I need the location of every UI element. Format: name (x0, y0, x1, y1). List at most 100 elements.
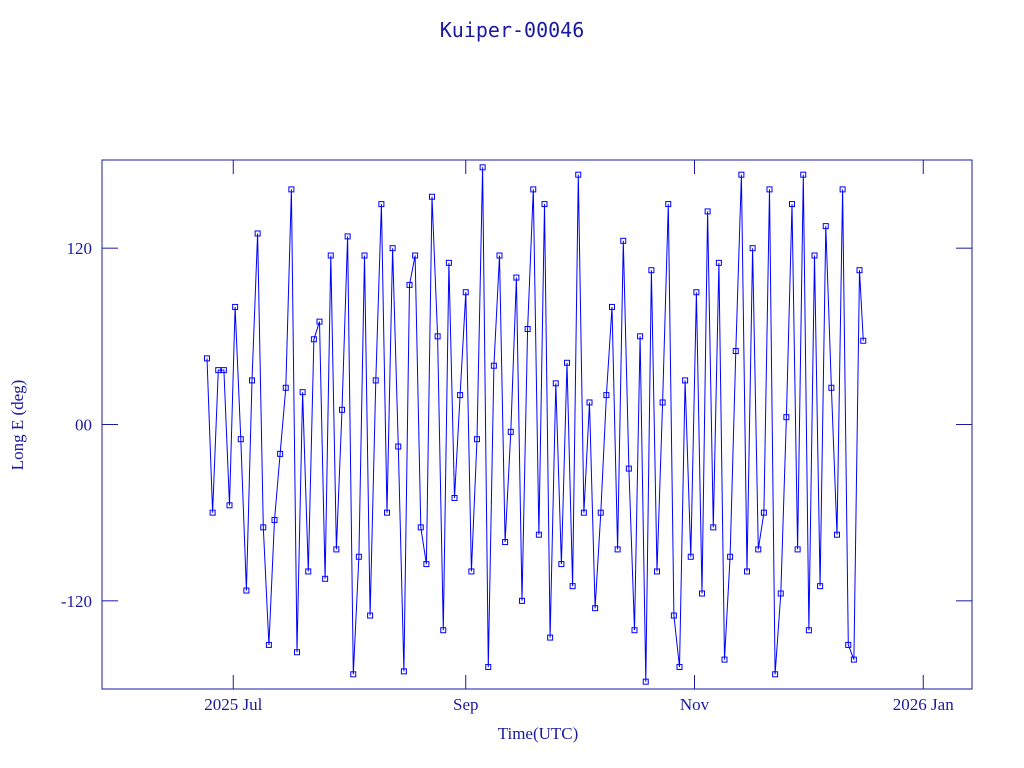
y-tick-label: -120 (61, 592, 92, 611)
data-point (789, 201, 795, 208)
data-point (305, 568, 312, 575)
data-point (547, 634, 554, 641)
data-point (243, 587, 250, 594)
data-point (288, 186, 295, 193)
data-point (693, 289, 700, 296)
data-point (860, 337, 867, 344)
data-point (586, 399, 593, 406)
data-point (783, 414, 790, 421)
x-tick-label: 2026 Jan (893, 695, 954, 714)
data-point (333, 546, 340, 553)
data-point (260, 524, 267, 531)
data-point (339, 406, 345, 413)
data-point (704, 208, 711, 215)
data-point (237, 436, 244, 443)
data-point (845, 641, 852, 648)
data-point (609, 303, 615, 310)
data-point (395, 443, 402, 450)
data-point (665, 201, 672, 208)
data-point (794, 546, 801, 553)
data-point (220, 367, 227, 374)
data-point (372, 377, 379, 384)
data-point (749, 245, 756, 252)
data-point (271, 517, 278, 524)
data-point (249, 377, 255, 384)
data-point (772, 671, 779, 678)
data-point (564, 359, 570, 366)
data-point (727, 553, 734, 560)
data-point (327, 252, 334, 259)
data-point (828, 384, 835, 391)
data-point (502, 539, 509, 546)
data-point (457, 392, 464, 399)
data-point (209, 509, 216, 516)
data-point (637, 333, 644, 340)
data-point (294, 649, 300, 656)
data-point (721, 656, 728, 663)
data-point (524, 325, 531, 332)
data-point (592, 605, 599, 612)
data-point (614, 546, 621, 553)
data-point (204, 355, 210, 362)
data-point (479, 164, 486, 171)
data-point (856, 267, 863, 274)
data-point (434, 333, 441, 340)
data-point (519, 597, 525, 604)
data-point (558, 561, 565, 568)
data-point (766, 186, 773, 193)
data-point (850, 656, 857, 663)
data-point (316, 318, 323, 325)
data-point (389, 245, 396, 252)
data-point (699, 590, 705, 597)
data-point (648, 267, 655, 274)
data-point (226, 502, 233, 509)
data-point (670, 612, 677, 619)
data-point (834, 531, 840, 538)
data-point (440, 627, 447, 634)
data-point (490, 362, 497, 369)
data-point (575, 171, 582, 178)
data-point (310, 336, 317, 343)
data-point (254, 230, 261, 237)
data-point (412, 252, 419, 259)
data-point (451, 494, 458, 501)
data-point (215, 367, 222, 374)
data-point (400, 668, 407, 675)
data-point (715, 259, 722, 266)
data-point (423, 561, 430, 568)
data-point (687, 553, 694, 560)
data-point (344, 233, 351, 240)
data-point (429, 193, 435, 200)
data-point (355, 553, 362, 560)
data-point (417, 524, 424, 531)
data-point (541, 201, 548, 208)
y-tick-label: 120 (67, 239, 93, 258)
data-point (277, 450, 284, 457)
data-point (839, 186, 846, 193)
data-point (322, 575, 329, 582)
x-tick-label: Sep (453, 695, 479, 714)
data-point (732, 348, 739, 355)
data-point (603, 392, 610, 399)
y-tick-label: 00 (75, 416, 92, 435)
data-point (817, 583, 824, 590)
data-point (485, 663, 492, 670)
data-point (384, 509, 390, 516)
data-point (744, 568, 750, 575)
data-point (580, 509, 587, 516)
data-point (597, 509, 604, 516)
data-point (676, 663, 683, 670)
data-point (777, 590, 784, 597)
data-point (805, 627, 812, 634)
data-point (378, 201, 385, 208)
x-tick-label: Nov (680, 695, 710, 714)
data-point (265, 641, 272, 648)
data-point (350, 671, 357, 678)
data-point (755, 546, 762, 553)
data-point (738, 171, 745, 178)
data-point (530, 186, 537, 193)
data-point (654, 568, 660, 575)
data-point (625, 465, 632, 472)
data-point (513, 274, 520, 281)
